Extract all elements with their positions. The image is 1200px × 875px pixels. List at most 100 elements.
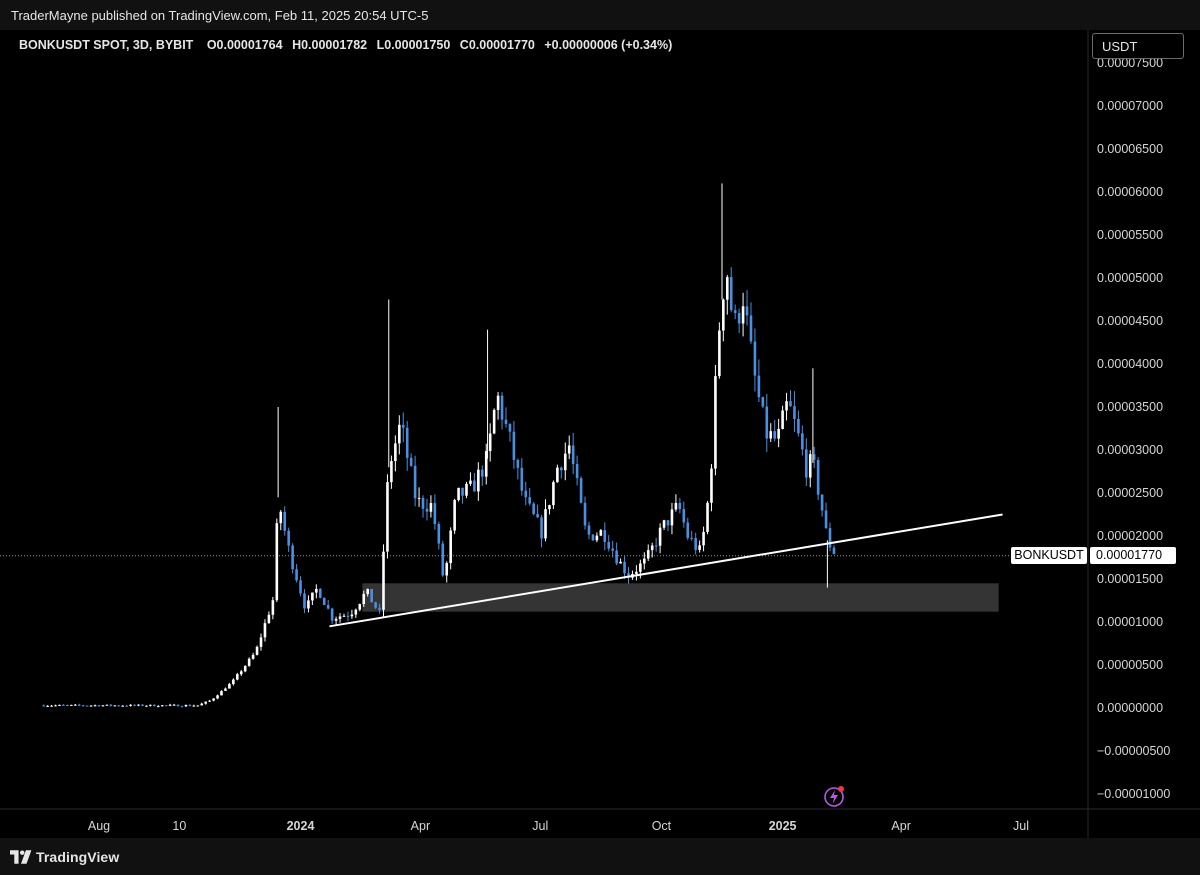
candle-body <box>781 410 784 429</box>
candle-body <box>449 530 452 564</box>
candle-body <box>145 705 148 707</box>
y-tick-label: 0.00004500 <box>1097 314 1163 328</box>
candle-body <box>251 654 255 659</box>
candle-body <box>81 705 85 707</box>
candle-body <box>824 510 828 529</box>
candle-body <box>232 679 235 685</box>
y-tick-label: 0.00002000 <box>1097 529 1163 543</box>
chart-frame[interactable]: 0.00007500 0.00007000 0.00006500 0.00006000… <box>0 30 1200 838</box>
candle-body <box>433 503 437 525</box>
candle-body <box>267 614 271 624</box>
candle-body <box>362 593 366 605</box>
candle-body <box>816 459 820 495</box>
ascending-trendline <box>329 513 1003 628</box>
candle-body <box>812 454 816 460</box>
candle-body <box>627 573 630 578</box>
candle-body <box>714 376 717 469</box>
legend-open: O0.00001764 <box>206 38 283 52</box>
candle-body <box>311 592 314 601</box>
candle-body <box>149 704 152 706</box>
candle-body <box>315 588 318 593</box>
candle-body <box>536 514 539 518</box>
candle-body <box>441 543 445 576</box>
candle-body <box>453 500 456 531</box>
candle-body <box>516 459 520 468</box>
candle-body <box>556 467 559 483</box>
candle-body <box>398 424 401 444</box>
legend-symbol[interactable]: BONKUSDT SPOT, 3D, BYBIT <box>19 38 194 52</box>
y-tick-label: 0.00005500 <box>1097 228 1163 242</box>
candle-body <box>125 705 128 707</box>
y-tick-label: −0.00001000 <box>1097 787 1170 801</box>
candle-body <box>358 604 362 610</box>
candle-body <box>437 524 441 544</box>
currency-button[interactable]: USDT <box>1092 33 1184 59</box>
legend-close: C0.00001770 <box>459 38 535 52</box>
candle-body <box>484 450 488 477</box>
candle-body <box>366 588 369 594</box>
candle-body <box>228 684 231 689</box>
candle-body <box>619 561 622 564</box>
candle-body <box>101 705 105 707</box>
candle-body <box>465 483 468 496</box>
x-tick-label: Jul <box>532 819 548 833</box>
y-tick-label: 0.00006000 <box>1097 185 1163 199</box>
candle-body <box>654 545 658 547</box>
candle-body <box>492 409 496 434</box>
candle-body <box>690 537 694 539</box>
candle-body <box>259 637 263 647</box>
y-tick-label: 0.00000500 <box>1097 658 1163 672</box>
candle-body <box>765 406 769 439</box>
candle-body <box>583 502 587 526</box>
candle-body <box>820 494 824 511</box>
candle-body <box>591 534 595 541</box>
candle-body <box>401 424 405 428</box>
candle-body <box>725 277 729 300</box>
x-tick-label: 2025 <box>769 819 797 833</box>
candle-body <box>429 503 433 512</box>
candle-body <box>168 704 172 706</box>
candle-body <box>271 600 275 615</box>
candle-body <box>263 623 267 638</box>
price-chart[interactable]: 0.00007500 0.00007000 0.00006500 0.00006000… <box>0 30 1200 838</box>
candle-body <box>480 469 484 477</box>
candle-body <box>425 508 429 512</box>
candle-body <box>477 469 480 492</box>
candle-body <box>587 525 591 535</box>
candle-body <box>749 315 753 342</box>
candle-body <box>394 443 397 462</box>
candle-body <box>291 545 294 570</box>
candle-body <box>532 503 535 515</box>
candle-body <box>658 527 662 546</box>
candle-body <box>623 561 626 574</box>
candle-body <box>129 704 132 706</box>
brand-name: TradingView <box>36 849 120 865</box>
y-tick-label: 0.00007500 <box>1097 56 1163 70</box>
candle-body <box>409 457 413 466</box>
candle-body <box>417 497 421 499</box>
candle-body <box>694 538 697 550</box>
candle-body <box>70 704 73 706</box>
candle-body <box>678 502 682 510</box>
candle-body <box>611 548 614 551</box>
candle-body <box>77 704 81 706</box>
candle-body <box>540 517 543 539</box>
candle-body <box>196 705 200 707</box>
candle-body <box>445 563 449 576</box>
candle-body <box>239 671 243 675</box>
last-price-symbol-tag: BONKUSDT <box>1011 547 1087 564</box>
y-tick-label: 0.00002500 <box>1097 486 1163 500</box>
candle-body <box>160 705 164 707</box>
lightning-icon[interactable] <box>823 785 845 807</box>
candle-body <box>793 406 796 419</box>
candle-body <box>733 310 737 313</box>
candle-body <box>105 704 109 706</box>
candle-body <box>176 704 180 707</box>
tradingview-brand[interactable]: TradingView <box>10 848 119 866</box>
candle-body <box>287 530 290 546</box>
candle-body <box>153 704 156 707</box>
y-tick-label: 0.00006500 <box>1097 142 1163 156</box>
legend-high: H0.00001782 <box>292 38 368 52</box>
candle-body <box>686 522 690 538</box>
candle-body <box>702 531 705 546</box>
